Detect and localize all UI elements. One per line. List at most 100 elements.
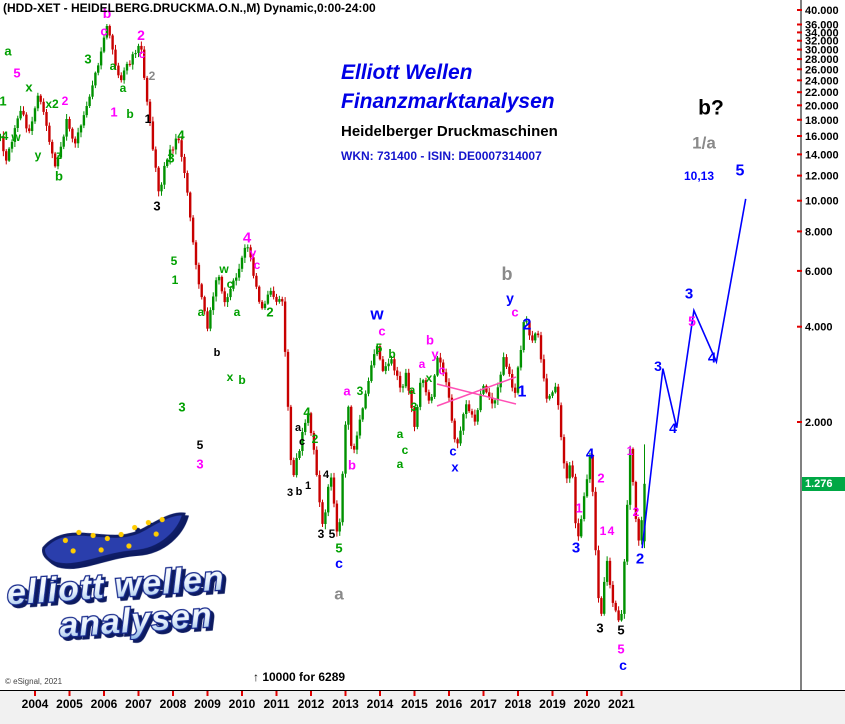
wave-label: c: [335, 555, 343, 571]
instrument-ids: WKN: 731400 - ISIN: DE0007314007: [341, 149, 542, 163]
wave-label: a: [343, 384, 351, 399]
wave-label: c: [100, 24, 107, 39]
wave-label: 5: [171, 254, 178, 268]
wave-label: 5: [736, 163, 745, 180]
wave-label: x: [426, 371, 433, 385]
eu-flag-stars: [62, 516, 165, 554]
wave-label: 10,13: [684, 169, 714, 183]
wave-label: 2: [597, 471, 604, 486]
wave-label: c: [254, 258, 261, 272]
wave-label: 4: [2, 129, 9, 143]
wave-label: w: [369, 305, 384, 324]
wave-label: x: [227, 370, 234, 384]
price-tick-label: 18.000: [805, 115, 839, 127]
wave-label: 2: [137, 27, 145, 43]
year-tick-label: 2010: [229, 697, 256, 711]
wave-label: x: [451, 460, 459, 475]
year-tick-label: 2019: [539, 697, 566, 711]
wave-label: a: [198, 305, 205, 319]
wave-label: a: [295, 422, 302, 434]
wave-label: b: [348, 458, 356, 473]
price-tick-label: 14.000: [805, 149, 839, 161]
year-tick-label: 2011: [263, 697, 289, 711]
price-tick-label: 32.000: [805, 36, 839, 48]
wave-label: c: [511, 305, 518, 320]
wave-label: b: [55, 169, 63, 184]
wave-label: b: [502, 264, 513, 284]
wave-label: 4: [608, 524, 615, 538]
watermark-logo: elliott wellen analysen: [4, 512, 227, 646]
price-tick-label: 16.000: [805, 131, 839, 143]
year-tick-label: 2012: [298, 697, 325, 711]
price-tick-label: 6.000: [805, 266, 833, 278]
brand-line-2: Finanzmarktanalysen: [341, 90, 555, 113]
wave-label: 3: [318, 527, 325, 541]
wave-label: b: [426, 333, 434, 348]
time-axis[interactable]: 2004 2005 2006 2007 2008 2009 2010 2011 2012 2013…: [22, 691, 636, 711]
wave-label: 3: [357, 384, 364, 398]
year-tick-label: 2006: [91, 697, 118, 711]
wave-label: 1: [600, 524, 607, 538]
axis-lines: [0, 0, 845, 691]
year-tick-label: 2008: [160, 697, 187, 711]
instrument-name: Heidelberger Druckmaschinen: [341, 123, 558, 140]
wave-label: 4: [586, 446, 595, 463]
wave-label: a: [110, 59, 117, 73]
wave-label: 5: [617, 642, 624, 657]
wave-label: 1: [145, 112, 152, 126]
trend-line: [436, 383, 517, 405]
price-tick-label: 34.000: [805, 27, 839, 39]
wave-label: 3: [167, 151, 174, 166]
year-tick-label: 2009: [194, 697, 221, 711]
wave-label: a: [419, 357, 426, 371]
year-tick-label: 2018: [505, 697, 532, 711]
wave-label: 2: [62, 94, 69, 108]
year-tick-label: 2016: [436, 697, 463, 711]
wave-label: a: [334, 585, 344, 604]
wave-label: 4: [243, 230, 252, 247]
wave-label: x2: [45, 97, 59, 111]
wave-label: 5: [335, 541, 342, 556]
price-axis[interactable]: 40.000 36.00034.00032.00030.00028.00026.0…: [797, 5, 839, 429]
wave-label: 4: [669, 420, 677, 436]
wave-label: 1: [110, 105, 117, 120]
year-tick-label: 2015: [401, 697, 428, 711]
wave-label: c: [378, 324, 385, 339]
price-tick-label: 2.000: [805, 417, 833, 429]
wave-label: b: [296, 486, 303, 498]
wave-label: 3: [654, 358, 662, 374]
wave-label: b: [103, 5, 112, 21]
year-tick-label: 2021: [608, 697, 635, 711]
wave-label: a: [397, 457, 404, 471]
wave-label: 5: [688, 313, 696, 329]
wave-label: 1: [172, 273, 179, 287]
wave-label: a: [397, 427, 404, 441]
wave-label: 2: [633, 505, 640, 519]
price-tick-label: 36.000: [805, 20, 839, 32]
wave-label: 3: [84, 52, 91, 67]
wave-label: z: [56, 148, 62, 162]
price-tick-label: 8.000: [805, 226, 833, 238]
wave-label: b: [126, 107, 133, 121]
wave-label: c: [299, 436, 305, 448]
wave-label: 3: [572, 540, 580, 557]
year-tick-label: 2020: [574, 697, 601, 711]
wave-label: 5: [617, 623, 624, 638]
wave-label: 4: [177, 128, 185, 143]
price-tick-label: 26.000: [805, 64, 839, 76]
wave-label: b?: [698, 97, 724, 120]
price-tick-label: 24.000: [805, 75, 839, 87]
price-tick-label: 30.000: [805, 45, 839, 57]
wave-label: 5: [13, 66, 20, 81]
chart-header-note: Elliott Wellen Finanzmarktanalysen Heide…: [341, 58, 558, 163]
year-tick-label: 2014: [367, 697, 394, 711]
year-tick-label: 2013: [332, 697, 359, 711]
wave-label: 5: [329, 527, 336, 541]
price-tick-label: 4.000: [805, 322, 833, 334]
wave-label: 3: [596, 621, 603, 636]
wave-label: c: [438, 363, 445, 378]
price-tick-label: 10.000: [805, 196, 839, 208]
